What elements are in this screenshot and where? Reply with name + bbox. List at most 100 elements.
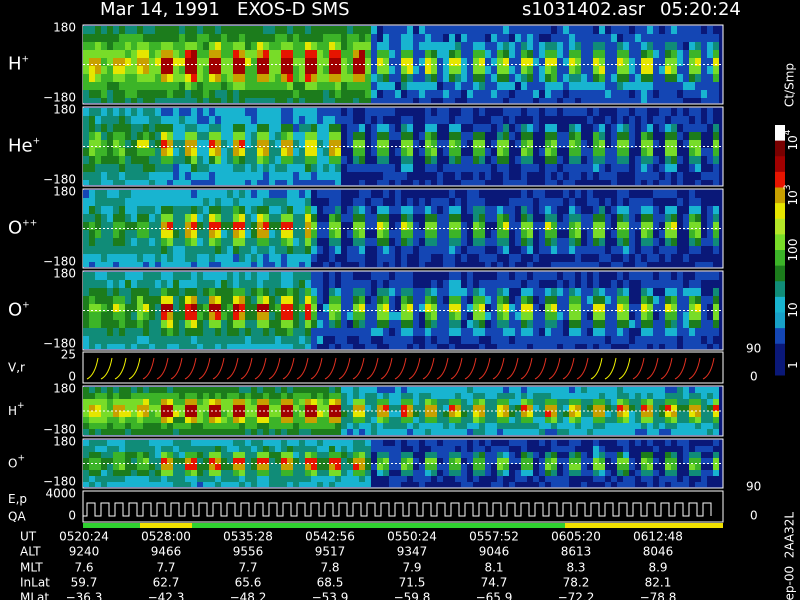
velocity-trace <box>548 357 561 380</box>
spectrogram-cell <box>491 58 497 66</box>
spectrogram-cell <box>251 296 257 304</box>
spectrogram-cell <box>179 172 185 180</box>
spectrogram-cell <box>353 405 359 411</box>
velocity-trace <box>380 357 393 380</box>
spectrogram-cell <box>191 116 197 124</box>
spectrogram-cell <box>407 470 413 476</box>
spectrogram-cell <box>629 387 635 393</box>
spectrogram-cell <box>605 116 611 124</box>
spectrogram-cell <box>485 50 491 58</box>
spectrogram-cell <box>455 82 461 90</box>
spectrogram-cell <box>551 148 557 156</box>
spectrogram-cell <box>101 58 107 66</box>
spectrogram-cell <box>269 482 275 487</box>
spectrogram-cell <box>599 296 605 304</box>
spectrogram-cell <box>695 246 701 254</box>
spectrogram-cell <box>635 172 641 180</box>
spectrogram-cell <box>275 132 281 140</box>
spectrogram-cell <box>155 58 161 66</box>
spectrogram-cell <box>647 214 653 222</box>
spectrogram-cell <box>371 272 377 280</box>
spectrogram-cell <box>107 124 113 132</box>
spectrogram-cell <box>695 411 701 417</box>
spectrogram-cell <box>173 74 179 82</box>
spectrogram-cell <box>257 198 263 206</box>
spectrogram-cell <box>287 482 293 487</box>
spectrogram-cell <box>401 411 407 417</box>
spectrogram-cell <box>233 312 239 320</box>
spectrogram-cell <box>401 124 407 132</box>
spectrogram-cell <box>227 206 233 214</box>
spectrogram-cell <box>497 82 503 90</box>
spectrogram-cell <box>149 312 155 320</box>
spectrogram-cell <box>227 411 233 417</box>
spectrogram-cell <box>683 320 689 328</box>
spectrogram-cell <box>671 238 677 246</box>
panel-label-base: O <box>8 300 22 321</box>
spectrogram-cell <box>569 320 575 328</box>
spectrogram-cell <box>137 254 143 262</box>
spectrogram-cell <box>389 50 395 58</box>
spectrogram-cell <box>611 423 617 429</box>
spectrogram-cell <box>305 393 311 399</box>
spectrogram-cell <box>233 58 239 66</box>
spectrogram-cell <box>149 387 155 393</box>
spectrogram-cell <box>167 312 173 320</box>
spectrogram-cell <box>221 140 227 148</box>
spectrogram-cell <box>251 116 257 124</box>
spectrogram-cell <box>311 320 317 328</box>
spectrogram-cell <box>623 82 629 90</box>
spectrogram-cell <box>323 399 329 405</box>
spectrogram-cell <box>695 262 701 267</box>
spectrogram-cell <box>173 482 179 487</box>
spectrogram-cell <box>269 411 275 417</box>
spectrogram-cell <box>353 148 359 156</box>
spectrogram-cell <box>593 272 599 280</box>
spectrogram-cell <box>299 98 305 103</box>
spectrogram-cell <box>695 26 701 34</box>
spectrogram-cell <box>221 446 227 452</box>
spectrogram-cell <box>437 336 443 344</box>
spectrogram-cell <box>197 393 203 399</box>
spectrogram-cell <box>275 254 281 262</box>
spectrogram-cell <box>371 140 377 148</box>
spectrogram-cell <box>527 34 533 42</box>
spectrogram-cell <box>641 50 647 58</box>
spectrogram-cell <box>413 476 419 482</box>
spectrogram-cell <box>359 262 365 267</box>
spectrogram-cell <box>119 90 125 98</box>
spectrogram-cell <box>503 108 509 116</box>
spectrogram-cell <box>107 344 113 349</box>
spectrogram-cell <box>545 124 551 132</box>
spectrogram-cell <box>461 132 467 140</box>
spectrogram-cell <box>119 164 125 172</box>
spectrogram-cell <box>233 328 239 336</box>
spectrogram-cell <box>95 82 101 90</box>
spectrogram-cell <box>479 452 485 458</box>
spectrogram-cell <box>671 82 677 90</box>
spectrogram-cell <box>677 320 683 328</box>
spectrogram-cell <box>311 214 317 222</box>
spectrogram-cell <box>527 304 533 312</box>
spectrogram-cell <box>149 124 155 132</box>
spectrogram-cell <box>455 458 461 464</box>
spectrogram-cell <box>227 393 233 399</box>
spectrogram-cell <box>575 328 581 336</box>
spectrogram-cell <box>203 230 209 238</box>
spectrogram-cell <box>125 470 131 476</box>
spectrogram-cell <box>215 26 221 34</box>
spectrogram-cell <box>161 312 167 320</box>
spectrogram-cell <box>215 458 221 464</box>
spectrogram-cell <box>599 82 605 90</box>
spectrogram-cell <box>485 148 491 156</box>
spectrogram-cell <box>125 198 131 206</box>
spectrogram-cell <box>383 50 389 58</box>
spectrogram-cell <box>137 108 143 116</box>
spectrogram-cell <box>305 26 311 34</box>
spectrogram-cell <box>293 411 299 417</box>
spectrogram-cell <box>95 50 101 58</box>
spectrogram-cell <box>419 405 425 411</box>
spectrogram-cell <box>161 280 167 288</box>
spectrogram-cell <box>167 42 173 50</box>
